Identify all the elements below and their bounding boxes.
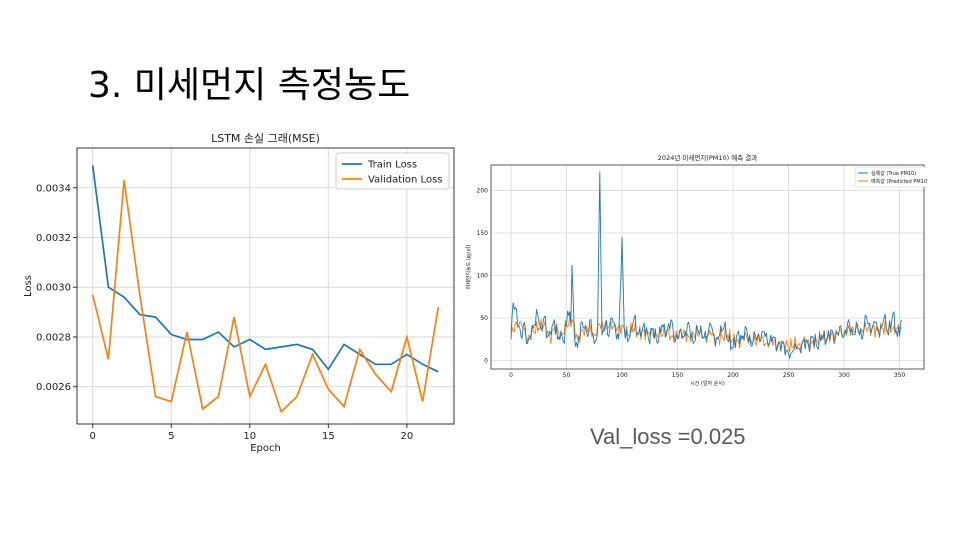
legend-label: Train Loss (367, 160, 417, 171)
pm10-prediction-chart: 2024년 미세먼지(PM10) 예측 결과 0 50 100 150 200 250 300… (465, 153, 928, 387)
x-tick-label: 0 (509, 372, 513, 379)
chart2-legend (854, 166, 928, 188)
x-tick-label: 20 (401, 431, 414, 442)
validation-loss-line (91, 180, 440, 414)
y-tick-label: 0.0034 (36, 183, 71, 194)
train-loss-line (91, 165, 439, 373)
chart1-title: LSTM 손실 그래(MSE) (211, 132, 320, 145)
x-tick-label: 150 (672, 372, 684, 379)
x-axis-label: 시간 (일자 순서) (690, 380, 725, 387)
x-tick-label: 250 (783, 372, 795, 379)
y-tick-label: 200 (477, 188, 489, 195)
chart1-frame (76, 147, 455, 425)
val-loss-caption: Val_loss =0.025 (590, 424, 746, 449)
x-tick-label: 350 (894, 372, 906, 379)
x-tick-label: 5 (168, 431, 174, 442)
x-tick-label: 0 (90, 431, 96, 442)
y-axis-label: 미세먼지농도 (㎍/㎥) (465, 245, 473, 290)
x-tick-label: 50 (563, 372, 571, 379)
y-tick-label: 50 (480, 315, 488, 322)
legend-label: 실제값 (True PM10) (871, 170, 916, 177)
x-axis-label: Epoch (250, 443, 281, 454)
x-tick-label: 15 (322, 431, 335, 442)
slide-title: 3. 미세먼지 측정농도 (88, 65, 411, 106)
true-pm10-line (510, 171, 903, 359)
y-tick-label: 0.0030 (36, 283, 71, 294)
legend-label: Validation Loss (368, 175, 443, 186)
y-tick-label: 0.0026 (36, 382, 71, 393)
chart2-frame (490, 164, 925, 370)
y-tick-label: 0.0028 (36, 332, 71, 343)
loss-chart: LSTM 손실 그래(MSE) 0 5 10 15 20 0.0026 0.0028 0.003… (23, 132, 455, 454)
y-tick-label: 150 (477, 230, 489, 237)
predicted-pm10-line (510, 314, 903, 353)
y-tick-label: 0 (484, 358, 488, 365)
x-tick-label: 300 (838, 372, 850, 379)
x-tick-label: 200 (727, 372, 739, 379)
y-tick-label: 0.0032 (36, 233, 71, 244)
chart2-title: 2024년 미세먼지(PM10) 예측 결과 (658, 153, 757, 162)
legend-label: 예측값 (Predicted PM10) (871, 178, 928, 185)
y-tick-label: 100 (477, 273, 489, 280)
chart1-legend (335, 152, 450, 190)
x-tick-label: 100 (616, 372, 628, 379)
x-tick-label: 10 (243, 431, 256, 442)
y-axis-label: Loss (23, 275, 34, 297)
